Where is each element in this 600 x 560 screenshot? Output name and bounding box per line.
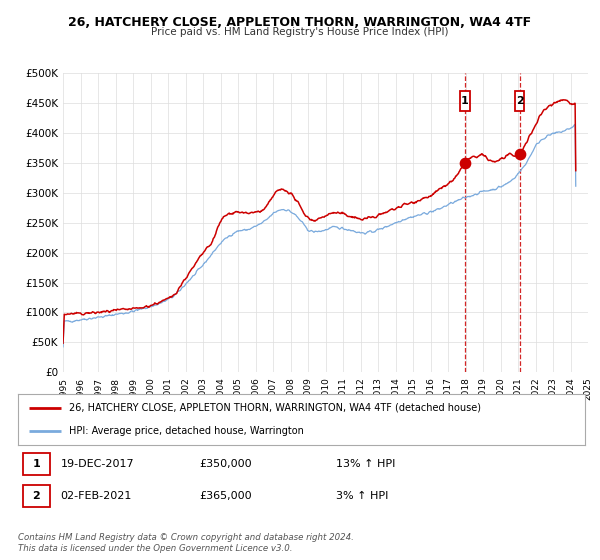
Text: 1: 1 [32, 459, 40, 469]
FancyBboxPatch shape [23, 485, 50, 507]
Text: 19-DEC-2017: 19-DEC-2017 [61, 459, 134, 469]
Text: £365,000: £365,000 [199, 491, 252, 501]
Text: HPI: Average price, detached house, Warrington: HPI: Average price, detached house, Warr… [69, 426, 304, 436]
Point [460, 158, 470, 167]
Text: 26, HATCHERY CLOSE, APPLETON THORN, WARRINGTON, WA4 4TF: 26, HATCHERY CLOSE, APPLETON THORN, WARR… [68, 16, 532, 29]
Text: Price paid vs. HM Land Registry's House Price Index (HPI): Price paid vs. HM Land Registry's House … [151, 27, 449, 37]
Text: 26, HATCHERY CLOSE, APPLETON THORN, WARRINGTON, WA4 4TF (detached house): 26, HATCHERY CLOSE, APPLETON THORN, WARR… [69, 403, 481, 413]
FancyBboxPatch shape [515, 91, 524, 111]
Text: 2: 2 [515, 96, 523, 106]
Text: 13% ↑ HPI: 13% ↑ HPI [335, 459, 395, 469]
Text: 1: 1 [461, 96, 469, 106]
Text: Contains HM Land Registry data © Crown copyright and database right 2024.
This d: Contains HM Land Registry data © Crown c… [18, 533, 354, 553]
FancyBboxPatch shape [460, 91, 470, 111]
Text: 02-FEB-2021: 02-FEB-2021 [61, 491, 132, 501]
FancyBboxPatch shape [23, 454, 50, 475]
Point [515, 149, 524, 158]
Text: 3% ↑ HPI: 3% ↑ HPI [335, 491, 388, 501]
Text: £350,000: £350,000 [199, 459, 252, 469]
Text: 2: 2 [32, 491, 40, 501]
